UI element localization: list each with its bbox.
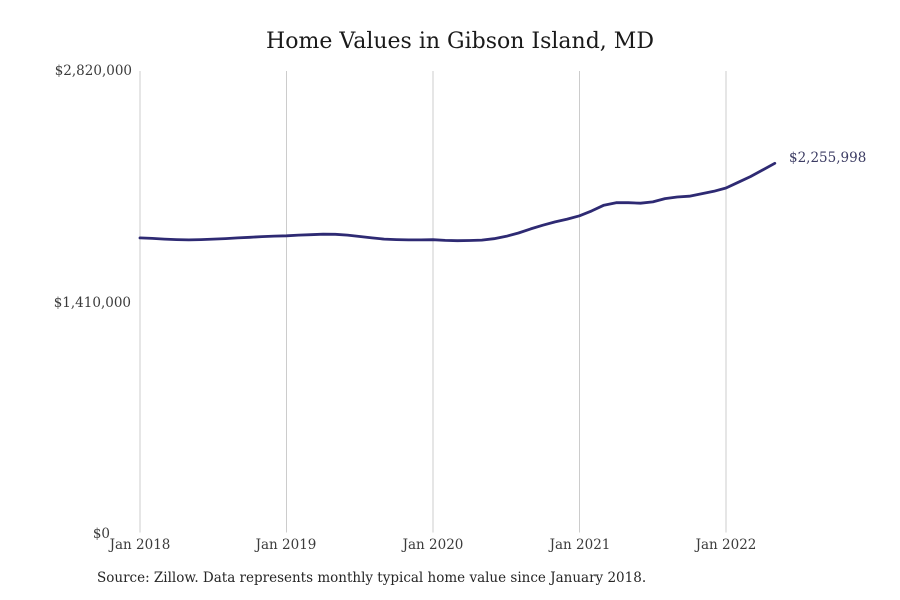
y-axis-tick-zero: $0 xyxy=(92,526,110,542)
source-note: Source: Zillow. Data represents monthly … xyxy=(97,570,647,586)
home-value-line xyxy=(138,161,777,243)
x-axis-tick-2020: Jan 2020 xyxy=(402,537,464,553)
y-axis-tick-top: $2,820,000 xyxy=(54,63,132,79)
x-axis-tick-2021: Jan 2021 xyxy=(549,537,611,553)
x-axis-tick-2018: Jan 2018 xyxy=(109,537,171,553)
x-axis-tick-2022: Jan 2022 xyxy=(695,537,757,553)
chart-title: Home Values in Gibson Island, MD xyxy=(266,29,654,54)
x-axis-tick-2019: Jan 2019 xyxy=(255,537,317,553)
y-axis-tick-mid: $1,410,000 xyxy=(53,295,131,311)
latest-value-label: $2,255,998 xyxy=(789,150,867,166)
